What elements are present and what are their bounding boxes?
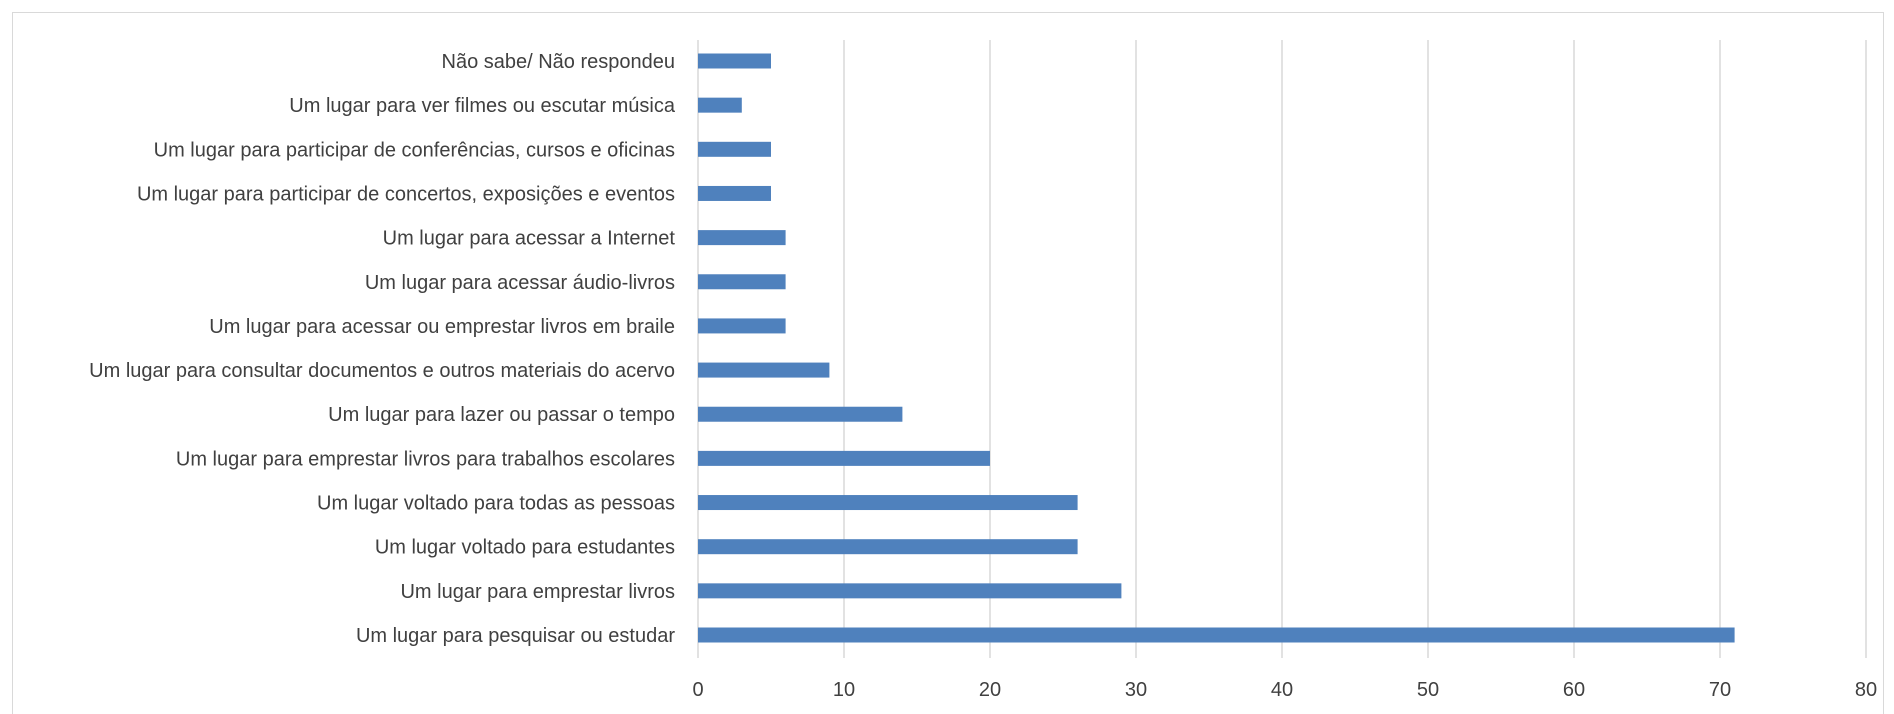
bar (698, 318, 786, 334)
category-label: Um lugar para acessar ou emprestar livro… (209, 316, 675, 338)
category-label: Um lugar para lazer ou passar o tempo (328, 404, 675, 426)
x-tick-label: 10 (833, 679, 855, 701)
bar (698, 362, 830, 378)
bar (698, 627, 1735, 643)
category-label: Um lugar para participar de conferências… (154, 139, 675, 161)
bar (698, 406, 903, 422)
category-labels: Não sabe/ Não respondeu Um lugar para ver… (89, 51, 676, 647)
bar (698, 539, 1078, 555)
bar (698, 53, 771, 69)
category-label: Um lugar para emprestar livros (400, 581, 675, 603)
bar (698, 97, 742, 113)
x-tick-label: 70 (1709, 679, 1731, 701)
bar (698, 495, 1078, 511)
category-label: Um lugar para pesquisar ou estudar (356, 625, 675, 647)
grid-lines (697, 40, 1867, 658)
bar (698, 583, 1122, 599)
x-tick-label: 50 (1417, 679, 1439, 701)
bar (698, 230, 786, 246)
x-tick-label: 40 (1271, 679, 1293, 701)
category-label: Um lugar para acessar a Internet (383, 228, 676, 250)
category-label: Não sabe/ Não respondeu (442, 51, 676, 73)
category-label: Um lugar para consultar documentos e out… (89, 360, 675, 382)
category-label: Um lugar para emprestar livros para trab… (176, 448, 675, 470)
bar (698, 274, 786, 290)
category-label: Um lugar voltado para estudantes (375, 537, 675, 559)
bar (698, 450, 990, 466)
bar (698, 141, 771, 157)
category-label: Um lugar para ver filmes ou escutar músi… (289, 95, 676, 117)
bars (698, 53, 1735, 643)
category-label: Um lugar para participar de concertos, e… (137, 183, 675, 205)
x-tick-labels: 0 10 20 30 40 50 60 70 80 (692, 679, 1877, 701)
x-tick-label: 20 (979, 679, 1001, 701)
category-label: Um lugar para acessar áudio-livros (365, 272, 675, 294)
x-tick-label: 80 (1855, 679, 1877, 701)
x-tick-label: 0 (692, 679, 703, 701)
bar (698, 185, 771, 201)
x-tick-label: 60 (1563, 679, 1585, 701)
x-tick-label: 30 (1125, 679, 1147, 701)
category-label: Um lugar voltado para todas as pessoas (317, 493, 675, 515)
